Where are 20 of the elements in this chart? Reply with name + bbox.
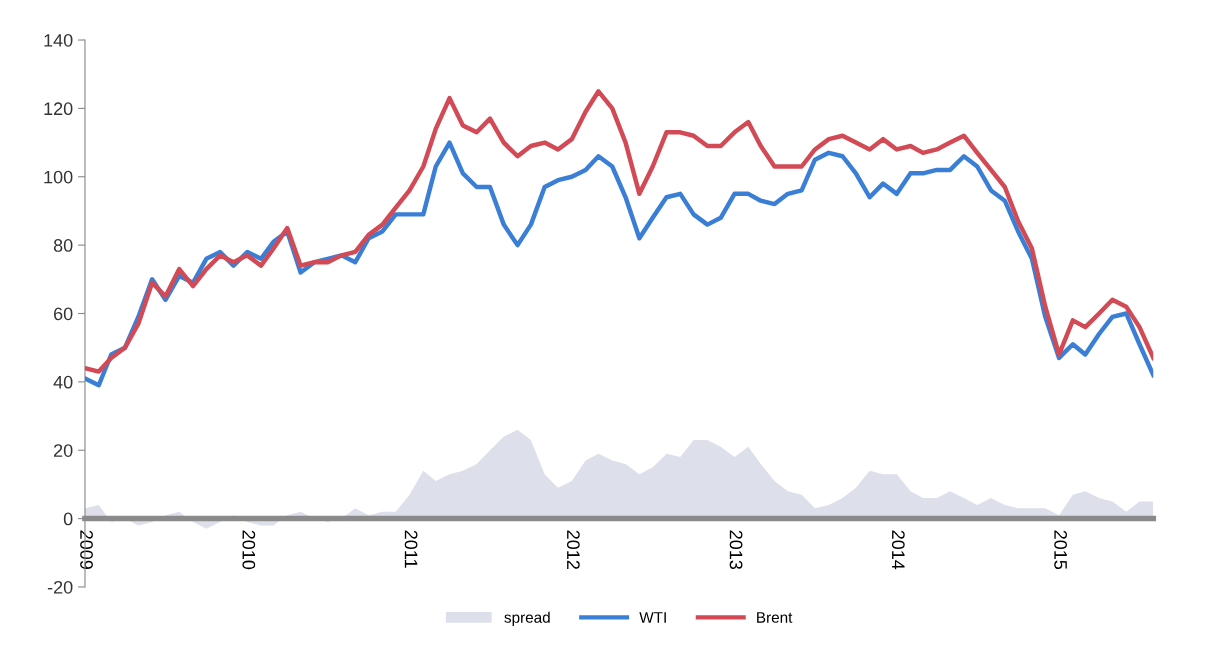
y-tick-label: 120 [44, 102, 73, 116]
y-tick-label: 60 [54, 307, 73, 321]
y-tick-label: 40 [53, 375, 73, 389]
x-tick-label: 2010 [242, 530, 256, 570]
x-tick-label: 2012 [566, 530, 580, 569]
x-tick-label: 2009 [80, 530, 93, 570]
x-tick-label: 2015 [1054, 530, 1067, 570]
legend-label: spread [504, 611, 550, 626]
y-tick-label: 0 [63, 512, 73, 526]
y-tick-label: -20 [47, 580, 73, 594]
legend-label: WTI [639, 612, 666, 623]
x-tick-label: 2011 [404, 530, 418, 568]
x-tick-label: 2013 [729, 530, 743, 570]
legend-label: Brent [757, 612, 793, 623]
y-tick-label: 20 [54, 444, 73, 457]
x-tick-label: 2014 [891, 530, 905, 570]
y-tick-label: 80 [53, 239, 73, 252]
line-series [84, 89, 1154, 374]
y-tick-label: 100 [44, 170, 73, 184]
y-tick-label: 140 [44, 33, 73, 47]
